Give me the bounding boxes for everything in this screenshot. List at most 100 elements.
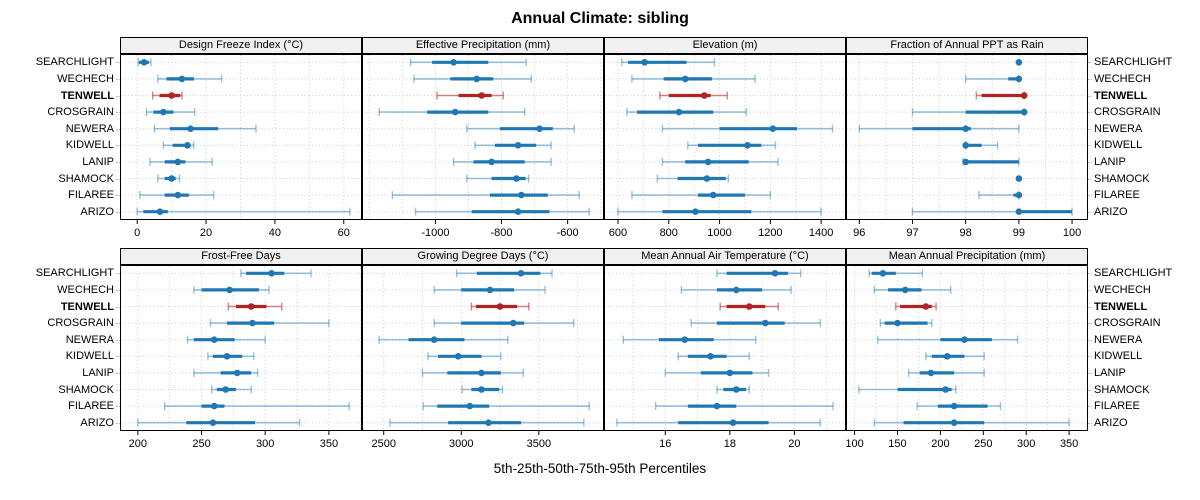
median-dot <box>174 191 182 199</box>
axis-tick-label: 96 <box>853 227 865 239</box>
site-label: LANIP <box>82 155 114 168</box>
row-guide-leader <box>1088 95 1092 97</box>
median-dot <box>450 59 457 66</box>
median-dot <box>168 92 175 99</box>
axis-tick-label: -800 <box>490 227 512 239</box>
median-dot <box>961 336 968 343</box>
row-guide-leader <box>1088 422 1092 424</box>
site-label-column-left: SEARCHLIGHT WECHECH TENWELL CROSGRAIN NEWERA… <box>0 248 120 453</box>
axis-tick-label: 20 <box>200 227 212 239</box>
median-dot <box>962 142 969 149</box>
median-dot <box>943 353 951 360</box>
site-label: LANIP <box>1094 155 1126 168</box>
median-dot <box>488 158 495 166</box>
median-dot <box>922 303 930 310</box>
panel-title: Elevation (m) <box>604 37 846 54</box>
median-dot <box>701 92 708 99</box>
axis-tick-label: 1000 <box>707 227 731 239</box>
row-guide-leader <box>116 178 120 180</box>
site-label: CROSGRAIN <box>47 317 114 330</box>
median-dot <box>210 402 218 410</box>
row-guide-leader <box>1088 323 1092 325</box>
row-guide-leader <box>116 389 120 391</box>
row-guide-leader <box>1088 211 1092 213</box>
row-guide-leader <box>116 78 120 80</box>
axis-tick-label: 1200 <box>758 227 782 239</box>
row-guide-leader <box>1088 161 1092 163</box>
median-dot <box>681 336 688 343</box>
row-guide-leader <box>116 289 120 291</box>
median-dot <box>726 369 734 377</box>
site-label-column-right: SEARCHLIGHT WECHECH TENWELL CROSGRAIN NEWERA… <box>1088 37 1200 242</box>
panel-plot: -1000 -800 -600 <box>362 54 604 239</box>
axis-tick-label: 250 <box>192 438 210 450</box>
axis-tick-label: 200 <box>129 438 147 450</box>
site-label: WECHECH <box>57 72 114 85</box>
median-dot <box>486 286 494 294</box>
median-dot <box>962 158 969 166</box>
median-dot <box>732 386 740 393</box>
site-label: SEARCHLIGHT <box>35 267 114 280</box>
row-guide-leader <box>1088 306 1092 308</box>
site-label: ARIZO <box>80 205 114 218</box>
site-label: TENWELL <box>60 89 114 102</box>
panel-title: Growing Degree Days (°C) <box>362 248 604 265</box>
site-label: NEWERA <box>1094 333 1143 346</box>
median-dot <box>703 175 711 182</box>
row-guide-leader <box>116 422 120 424</box>
row-guide-leader <box>1088 78 1092 80</box>
panel-plot: 0 20 40 60 <box>120 54 362 239</box>
panel-title: Effective Precipitation (mm) <box>362 37 604 54</box>
median-dot <box>950 402 958 410</box>
median-dot <box>160 108 167 116</box>
site-label: FILAREE <box>68 400 114 413</box>
panel-plot: 16 18 20 <box>604 265 846 450</box>
panel-plot: 600 800 1000 1200 1400 <box>604 54 846 239</box>
site-label: WECHECH <box>1094 283 1151 296</box>
median-dot <box>1015 191 1023 199</box>
axis-tick-label: 300 <box>1017 438 1035 450</box>
axis-tick-label: 350 <box>320 438 338 450</box>
axis-tick-label: -600 <box>557 227 579 239</box>
panel-title: Design Freeze Index (°C) <box>120 37 362 54</box>
site-label: LANIP <box>1094 366 1126 379</box>
row-guide-leader <box>116 356 120 358</box>
median-dot <box>268 270 275 277</box>
axis-tick-label: 20 <box>788 438 800 450</box>
median-dot <box>732 286 740 294</box>
median-dot <box>168 175 175 182</box>
panel-plot: 96 97 98 99 100 <box>846 54 1088 239</box>
median-dot <box>226 286 233 294</box>
row-guide-leader <box>1088 372 1092 374</box>
median-dot <box>729 419 737 426</box>
row-guide-leader <box>1088 178 1092 180</box>
row-guide-leader <box>116 273 120 275</box>
median-dot <box>894 319 901 327</box>
site-label: LANIP <box>82 366 114 379</box>
panel: Elevation (m) 600 800 1000 1200 1400 <box>604 37 846 242</box>
median-dot <box>536 125 543 132</box>
site-label: TENWELL <box>1094 300 1148 313</box>
site-label: FILAREE <box>1094 400 1140 413</box>
median-dot <box>692 208 699 215</box>
median-dot <box>950 419 958 426</box>
axis-tick-label: 600 <box>609 227 627 239</box>
site-label: NEWERA <box>1094 122 1143 135</box>
panel-plot: 200 250 300 350 <box>120 265 362 450</box>
site-label: NEWERA <box>65 333 114 346</box>
chart-title: Annual Climate: sibling <box>511 10 689 27</box>
median-dot <box>187 125 194 132</box>
axis-tick-label: -1000 <box>421 227 449 239</box>
median-dot <box>478 386 485 393</box>
row-guide-leader <box>1088 128 1092 130</box>
row-guide-leader <box>1088 273 1092 275</box>
median-dot <box>1015 75 1023 83</box>
median-dot <box>513 175 520 182</box>
median-dot <box>478 92 485 99</box>
median-dot <box>744 142 751 149</box>
median-dot <box>927 369 935 377</box>
median-dot <box>478 369 485 377</box>
median-dot <box>713 402 721 410</box>
row-guide-leader <box>1088 145 1092 147</box>
median-dot <box>514 208 522 215</box>
